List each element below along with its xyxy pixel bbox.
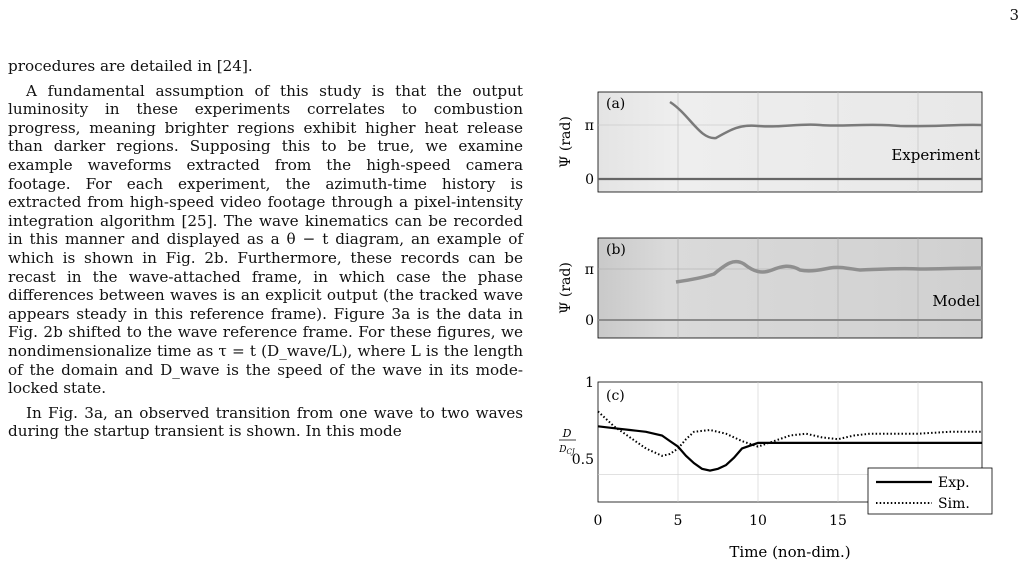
figure-svg: (a) Experiment π 0 Ψ (rad) (b) Model π 0… xyxy=(558,91,993,561)
panel-b-frame xyxy=(597,237,983,339)
panel-c-series xyxy=(597,410,982,472)
panel-a-frame xyxy=(597,91,983,193)
page-number: 3 xyxy=(1009,6,1019,24)
panel-a-wave-trace xyxy=(669,100,983,140)
paragraph: A fundamental assumption of this study i… xyxy=(8,81,523,398)
panel-c-ylabel-num: D xyxy=(562,427,572,440)
panel-a-tag: (a) xyxy=(606,96,625,112)
panel-b-ytick-zero: 0 xyxy=(585,313,594,329)
paragraph: In Fig. 3a, an observed transition from … xyxy=(8,403,523,441)
panel-c-ytick-1: 1 xyxy=(585,375,594,391)
legend-exp-label: Exp. xyxy=(938,475,970,491)
panel-b-ylabel: Ψ (rad) xyxy=(558,262,574,314)
paragraph: procedures are detailed in [24]. xyxy=(8,57,253,75)
panel-c-xticks: 0 5 10 15 xyxy=(594,513,847,529)
panel-b-label: Model xyxy=(932,292,980,310)
legend: Exp. Sim. xyxy=(867,467,993,515)
panel-a-ytick-zero: 0 xyxy=(585,172,594,188)
panel-c-ytick-05: 0.5 xyxy=(572,452,594,468)
panel-b: (b) Model π 0 Ψ (rad) xyxy=(558,237,983,339)
panel-a: (a) Experiment π 0 Ψ (rad) xyxy=(558,91,983,193)
panel-c-tag: (c) xyxy=(606,388,625,404)
body-text-column: procedures are detailed in [24]. A funda… xyxy=(8,57,523,441)
panel-a-ylabel: Ψ (rad) xyxy=(558,116,574,168)
panel-a-ytick-pi: π xyxy=(585,118,594,134)
figure: (a) Experiment π 0 Ψ (rad) (b) Model π 0… xyxy=(540,80,1000,564)
panel-c: (c) 1 0.5 D DCJ 0 5 10 15 Time (non-dim.) E… xyxy=(558,375,993,561)
x-axis-label: Time (non-dim.) xyxy=(729,543,850,560)
panel-b-ytick-pi: π xyxy=(585,262,594,278)
legend-sim-label: Sim. xyxy=(938,496,970,512)
panel-a-label: Experiment xyxy=(891,146,980,164)
legend-box xyxy=(867,467,993,515)
panel-c-ylabel: D DCJ xyxy=(558,427,576,456)
x-tick-label: 5 xyxy=(674,513,683,529)
x-tick-label: 0 xyxy=(594,513,603,529)
x-tick-label: 10 xyxy=(749,513,767,529)
x-tick-label: 15 xyxy=(829,513,847,529)
panel-c-ylabel-den: DCJ xyxy=(558,445,576,456)
series-line-exp xyxy=(597,425,982,472)
panel-b-tag: (b) xyxy=(606,242,626,258)
panel-b-wave-trace xyxy=(675,259,983,284)
